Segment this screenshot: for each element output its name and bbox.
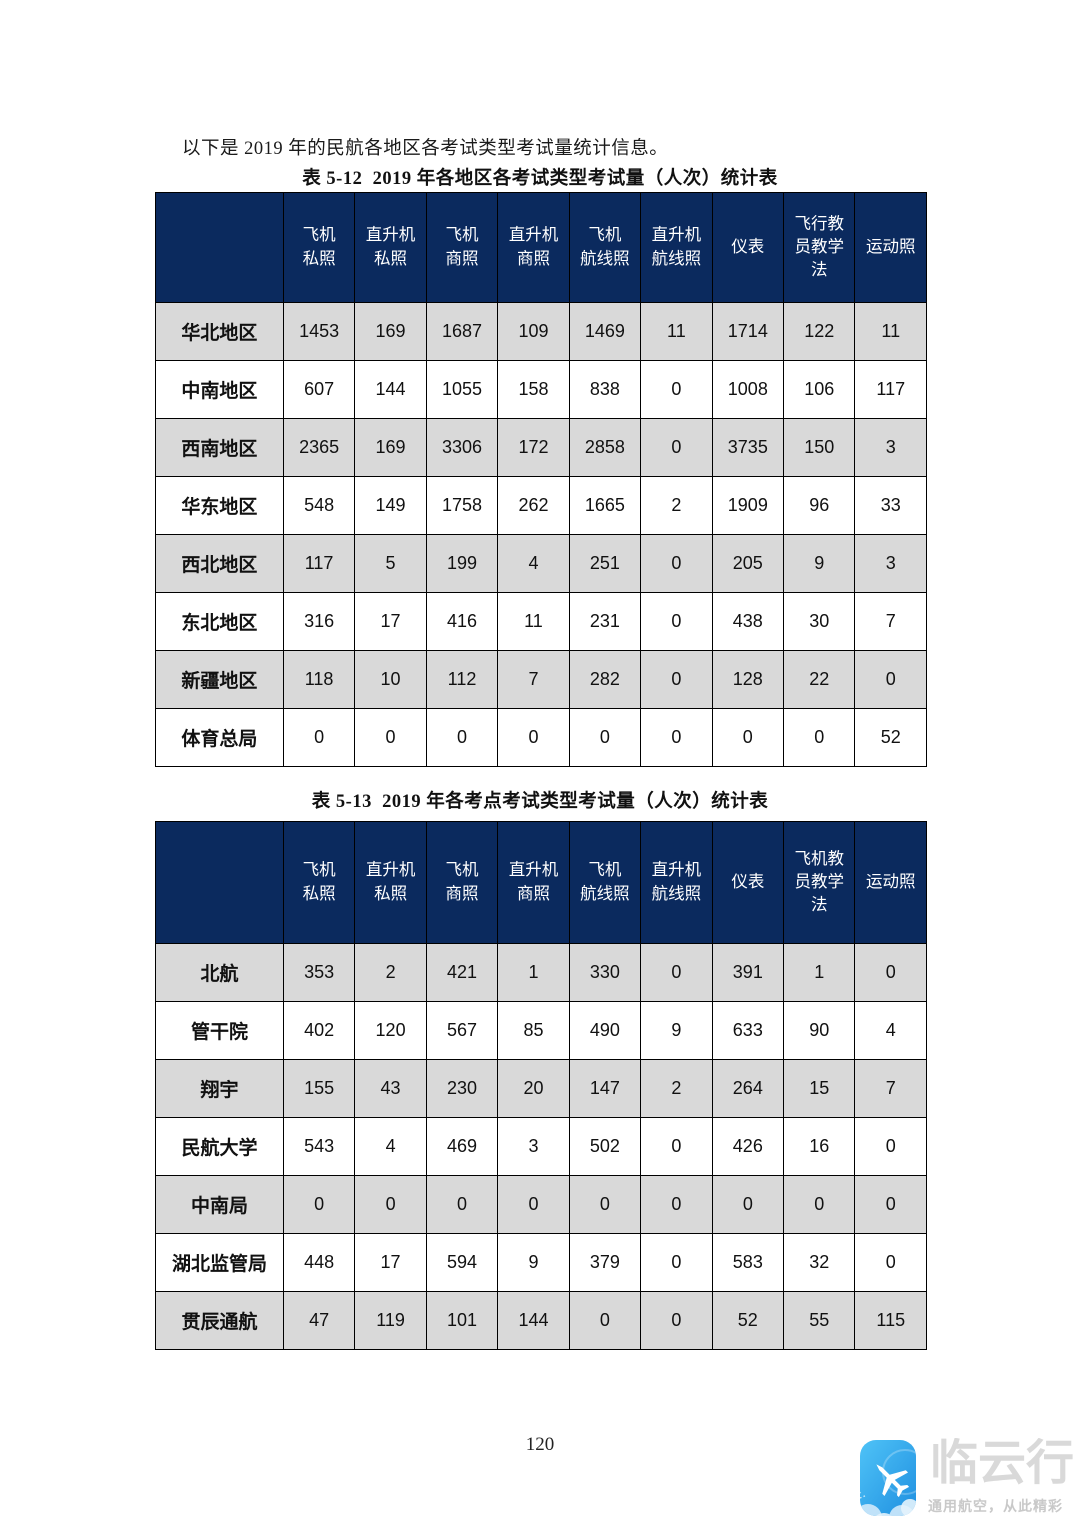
svg-text:临云行: 临云行 [930,1438,1074,1490]
